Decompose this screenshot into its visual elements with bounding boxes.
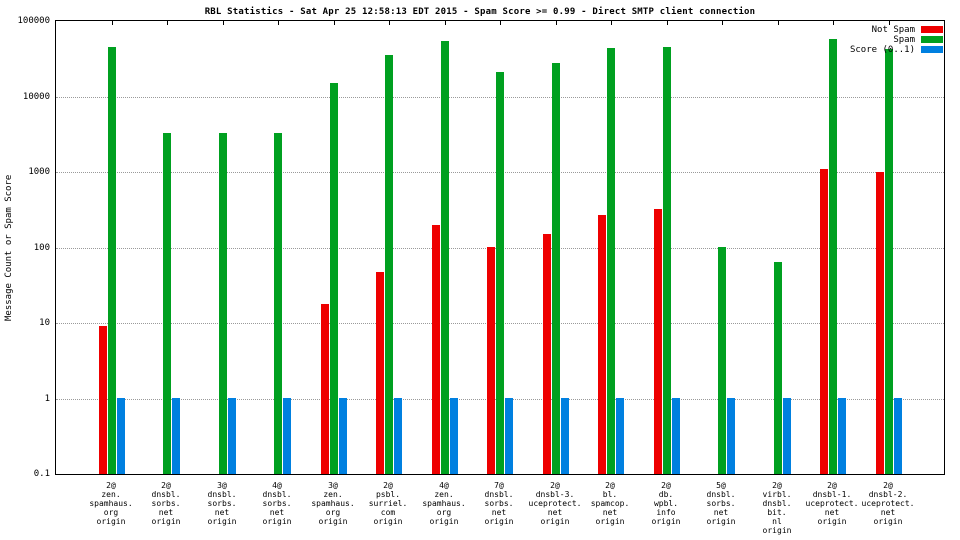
bar-score-0-1: [616, 398, 624, 474]
bar-not-spam: [376, 272, 384, 474]
x-category-label: 2@ dnsbl-3. uceprotect. net origin: [528, 481, 582, 526]
x-tick-mark: [500, 21, 501, 25]
y-tick-label: 100: [33, 242, 50, 253]
legend-row: Score (0..1): [849, 44, 943, 55]
bar-spam: [274, 133, 282, 474]
legend-label: Not Spam: [871, 24, 915, 35]
bar-score-0-1: [394, 398, 402, 474]
bar-score-0-1: [450, 398, 458, 474]
plot-area: [55, 20, 945, 475]
bar-spam: [163, 133, 171, 474]
x-category-label: 3@ dnsbl. sorbs. net origin: [207, 481, 237, 526]
x-tick-mark: [445, 21, 446, 25]
bar-not-spam: [598, 215, 606, 474]
bar-not-spam: [820, 169, 828, 474]
x-category-label: 2@ dnsbl. sorbs. net origin: [151, 481, 181, 526]
bar-score-0-1: [561, 398, 569, 474]
bar-spam: [774, 262, 782, 474]
y-tick-label: 0.1: [33, 469, 50, 479]
bar-spam: [829, 39, 837, 474]
bar-not-spam: [321, 304, 329, 474]
x-tick-mark: [889, 21, 890, 25]
bar-spam: [385, 55, 393, 474]
x-category-label: 2@ zen. spamhaus. org origin: [89, 481, 133, 526]
bar-spam: [718, 247, 726, 474]
x-tick-mark: [389, 21, 390, 25]
bar-score-0-1: [117, 398, 125, 474]
bar-not-spam: [99, 326, 107, 474]
bar-score-0-1: [894, 398, 902, 474]
y-tick-label: 100000: [17, 16, 50, 26]
x-category-label: 2@ dnsbl-1. uceprotect. net origin: [805, 481, 859, 526]
legend: Not Spam Spam Score (0..1): [850, 25, 943, 55]
bar-spam: [607, 48, 615, 474]
bar-score-0-1: [228, 398, 236, 474]
bar-spam: [330, 83, 338, 474]
legend-label: Spam: [893, 34, 915, 45]
bar-score-0-1: [505, 398, 513, 474]
x-tick-mark: [611, 21, 612, 25]
legend-swatch: [921, 26, 943, 33]
x-category-label: 2@ psbl. surriel. com origin: [368, 481, 408, 526]
x-category-label: 7@ dnsbl. sorbs. net origin: [484, 481, 514, 526]
y-axis-tick-labels: 0.1 1 10 100 1000 10000 100000: [0, 16, 50, 479]
x-tick-mark: [722, 21, 723, 25]
bar-score-0-1: [727, 398, 735, 474]
x-category-label: 2@ bl. spamcop. net origin: [590, 481, 630, 526]
legend-row: Spam: [850, 34, 943, 45]
bar-score-0-1: [672, 398, 680, 474]
x-category-label: 4@ dnsbl. sorbs. net origin: [262, 481, 292, 526]
bar-score-0-1: [172, 398, 180, 474]
bar-not-spam: [876, 172, 884, 474]
x-tick-mark: [167, 21, 168, 25]
x-tick-mark: [278, 21, 279, 25]
x-tick-mark: [112, 21, 113, 25]
bar-spam: [219, 133, 227, 474]
bar-spam: [552, 63, 560, 474]
x-tick-mark: [556, 21, 557, 25]
legend-swatch: [921, 36, 943, 43]
y-tick-label: 10: [39, 318, 50, 328]
chart-title: RBL Statistics - Sat Apr 25 12:58:13 EDT…: [204, 7, 756, 17]
bar-spam: [885, 49, 893, 474]
bar-score-0-1: [283, 398, 291, 474]
x-category-label: 3@ zen. spamhaus. org origin: [311, 481, 355, 526]
x-category-label: 4@ zen. spamhaus. org origin: [422, 481, 466, 526]
x-tick-mark: [778, 21, 779, 25]
x-category-label: 2@ virbl. dnsbl. bit. nl origin: [762, 481, 792, 535]
bar-score-0-1: [838, 398, 846, 474]
y-tick-label: 1000: [28, 167, 50, 177]
y-tick-label: 10000: [22, 91, 50, 102]
bar-spam: [441, 41, 449, 474]
legend-label: Score (0..1): [849, 44, 915, 55]
bar-spam: [663, 47, 671, 474]
bar-score-0-1: [339, 398, 347, 474]
bar-score-0-1: [783, 398, 791, 474]
x-axis-labels: 2@ zen. spamhaus. org origin 2@ dnsbl. so…: [55, 481, 945, 539]
bar-spam: [108, 47, 116, 474]
x-category-label: 2@ db. wpbl. info origin: [651, 481, 681, 526]
x-tick-mark: [223, 21, 224, 25]
x-tick-mark: [667, 21, 668, 25]
x-tick-mark: [334, 21, 335, 25]
x-category-label: 2@ dnsbl-2. uceprotect. net origin: [861, 481, 915, 526]
bar-spam: [496, 72, 504, 474]
legend-row: Not Spam: [850, 24, 943, 35]
x-tick-mark: [833, 21, 834, 25]
bar-not-spam: [654, 209, 662, 474]
x-category-label: 5@ dnsbl. sorbs. net origin: [706, 481, 736, 526]
legend-swatch: [921, 46, 943, 53]
y-tick-label: 1: [44, 393, 50, 404]
bar-not-spam: [487, 247, 495, 474]
bar-not-spam: [543, 234, 551, 474]
bar-not-spam: [432, 225, 440, 474]
